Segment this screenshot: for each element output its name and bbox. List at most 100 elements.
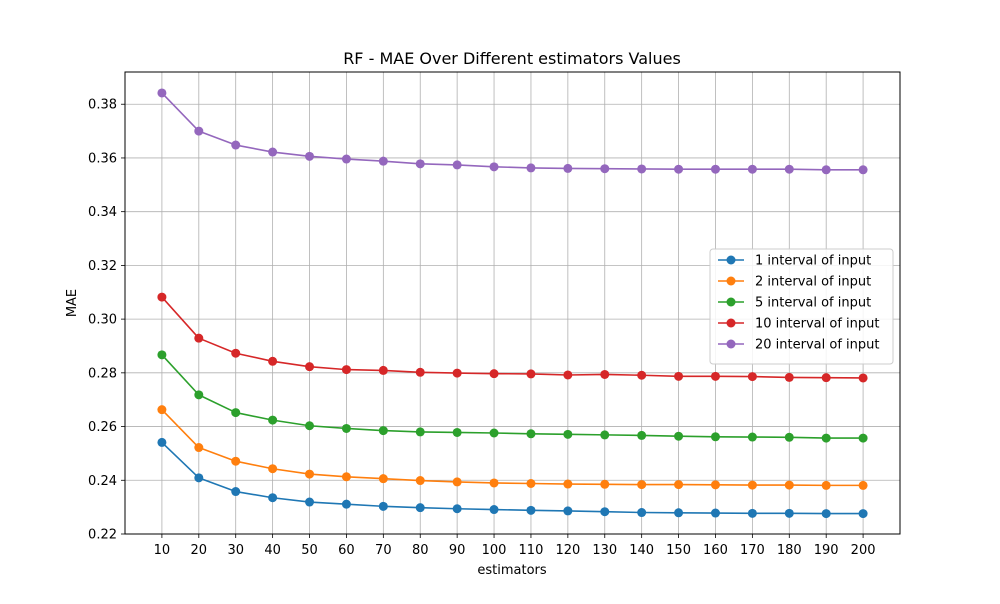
data-point bbox=[231, 140, 241, 150]
data-point bbox=[674, 508, 684, 518]
data-point bbox=[489, 478, 499, 488]
legend-swatch-marker bbox=[726, 276, 736, 286]
data-point bbox=[157, 292, 167, 302]
data-point bbox=[526, 479, 536, 489]
x-tick-label: 130 bbox=[592, 543, 617, 558]
data-point bbox=[674, 371, 684, 381]
data-point bbox=[157, 88, 167, 98]
data-point bbox=[600, 430, 610, 440]
legend-swatch-marker bbox=[726, 318, 736, 328]
data-point bbox=[378, 365, 388, 375]
data-point bbox=[858, 433, 868, 443]
data-point bbox=[821, 373, 831, 383]
legend-label: 1 interval of input bbox=[755, 254, 871, 269]
chart-title: RF - MAE Over Different estimators Value… bbox=[343, 49, 681, 68]
data-point bbox=[747, 508, 757, 518]
data-point bbox=[305, 469, 315, 479]
x-tick-label: 10 bbox=[154, 543, 171, 558]
y-tick-label: 0.22 bbox=[88, 528, 117, 543]
data-point bbox=[637, 370, 647, 380]
data-point bbox=[710, 164, 720, 174]
data-point bbox=[563, 506, 573, 516]
data-point bbox=[526, 369, 536, 379]
data-point bbox=[268, 356, 278, 366]
x-tick-label: 190 bbox=[814, 543, 839, 558]
y-tick-label: 0.30 bbox=[88, 313, 117, 328]
data-point bbox=[563, 163, 573, 173]
data-point bbox=[452, 368, 462, 378]
y-tick-label: 0.34 bbox=[88, 205, 117, 220]
data-point bbox=[194, 443, 204, 453]
data-point bbox=[268, 147, 278, 157]
data-point bbox=[231, 456, 241, 466]
data-point bbox=[563, 370, 573, 380]
legend-item: 20 interval of input bbox=[718, 338, 879, 353]
series-line bbox=[161, 92, 864, 171]
data-point bbox=[268, 493, 278, 503]
data-point bbox=[600, 369, 610, 379]
data-point bbox=[526, 429, 536, 439]
data-point bbox=[747, 164, 757, 174]
legend-item: 1 interval of input bbox=[718, 254, 871, 269]
series-4 bbox=[157, 292, 868, 383]
data-point bbox=[415, 427, 425, 437]
x-tick-label: 90 bbox=[449, 543, 466, 558]
data-point bbox=[747, 432, 757, 442]
y-tick-label: 0.38 bbox=[88, 98, 117, 113]
data-point bbox=[489, 505, 499, 515]
x-tick-label: 80 bbox=[412, 543, 429, 558]
data-point bbox=[231, 487, 241, 497]
data-point bbox=[415, 159, 425, 169]
data-point bbox=[305, 421, 315, 431]
x-tick-label: 150 bbox=[666, 543, 691, 558]
legend-swatch-marker bbox=[726, 297, 736, 307]
x-tick-label: 160 bbox=[703, 543, 728, 558]
data-point bbox=[637, 164, 647, 174]
legend-item: 2 interval of input bbox=[718, 275, 871, 290]
legend-label: 5 interval of input bbox=[755, 296, 871, 311]
series-line bbox=[161, 296, 864, 379]
data-point bbox=[194, 333, 204, 343]
x-axis-label: estimators bbox=[477, 563, 547, 578]
x-tick-label: 110 bbox=[519, 543, 544, 558]
data-point bbox=[378, 474, 388, 484]
data-point bbox=[194, 390, 204, 400]
data-point bbox=[452, 160, 462, 170]
y-axis-ticks: 0.22 0.24 0.26 0.28 0.30 0.32 0.34 0.36 0.38 bbox=[88, 98, 125, 543]
plot-frame bbox=[124, 71, 901, 535]
data-point bbox=[157, 405, 167, 415]
data-point bbox=[194, 126, 204, 136]
data-point bbox=[674, 480, 684, 490]
data-point bbox=[157, 350, 167, 360]
x-tick-label: 30 bbox=[227, 543, 244, 558]
data-point bbox=[378, 501, 388, 511]
data-point bbox=[858, 373, 868, 383]
data-point bbox=[415, 367, 425, 377]
series-line bbox=[161, 409, 864, 487]
legend-swatch-marker bbox=[726, 339, 736, 349]
data-point bbox=[600, 507, 610, 517]
data-point bbox=[821, 509, 831, 519]
x-tick-label: 60 bbox=[338, 543, 355, 558]
y-axis-label: MAE bbox=[65, 289, 80, 317]
x-axis-ticks: 10 20 30 40 50 60 70 80 90 100 110 120 130 140 150 160 1… bbox=[154, 534, 876, 558]
x-tick-label: 40 bbox=[264, 543, 281, 558]
data-point bbox=[821, 165, 831, 175]
data-point bbox=[710, 371, 720, 381]
data-point bbox=[784, 480, 794, 490]
series-2 bbox=[157, 405, 868, 490]
data-point bbox=[452, 427, 462, 437]
data-point bbox=[858, 165, 868, 175]
legend-item: 5 interval of input bbox=[718, 296, 871, 311]
data-point bbox=[747, 372, 757, 382]
legend: 1 interval of input 2 interval of input 5 … bbox=[709, 248, 894, 365]
data-point bbox=[341, 472, 351, 482]
legend-label: 2 interval of input bbox=[755, 275, 871, 290]
legend-box bbox=[709, 248, 894, 365]
x-tick-label: 50 bbox=[301, 543, 318, 558]
data-point bbox=[858, 480, 868, 490]
data-point bbox=[784, 164, 794, 174]
data-point bbox=[637, 508, 647, 518]
